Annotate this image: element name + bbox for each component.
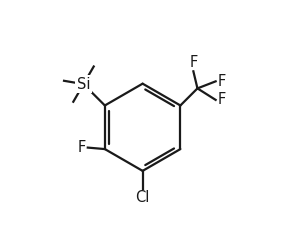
Text: F: F [217, 92, 225, 107]
Text: Cl: Cl [135, 190, 150, 205]
Text: F: F [78, 140, 86, 155]
Text: F: F [189, 55, 197, 70]
Text: F: F [217, 74, 225, 89]
Text: Si: Si [77, 77, 90, 92]
